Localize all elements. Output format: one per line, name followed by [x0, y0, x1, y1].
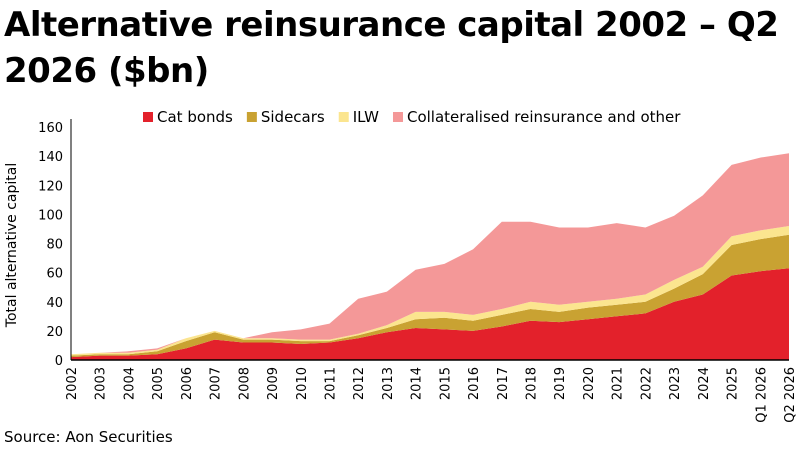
x-tick-label: 2003: [94, 367, 109, 400]
legend: Cat bonds Sidecars ILW Collateralised reins…: [143, 108, 681, 126]
x-tick-label: 2014: [410, 367, 425, 400]
source-note: Source: Aon Securities: [4, 428, 173, 446]
x-tick-label: 2013: [381, 367, 396, 400]
x-tick-label: 2006: [180, 367, 195, 400]
y-tick-label: 60: [46, 267, 63, 282]
y-axis-label: Total alternative capital: [4, 163, 20, 328]
x-tick-label: 2021: [611, 367, 626, 400]
x-tick-label: 2010: [295, 367, 310, 400]
chart-title: Alternative reinsurance capital 2002 – Q…: [4, 5, 779, 91]
x-tick-label: 2023: [668, 367, 683, 400]
y-tick-label: 80: [46, 238, 63, 253]
x-tick-label: 2018: [525, 367, 540, 400]
x-tick-label: 2007: [209, 367, 224, 400]
x-tick-label: Q2 2026: [783, 367, 798, 423]
legend-swatch: [246, 112, 257, 122]
x-tick-label: 2008: [237, 367, 252, 400]
legend-swatch: [143, 112, 153, 122]
y-tick-label: 100: [38, 208, 63, 223]
x-tick-label: 2020: [582, 367, 597, 400]
chart-axes: [70, 119, 789, 361]
legend-label: Collateralised reinsurance and other: [407, 108, 681, 126]
x-tick-label: 2011: [323, 367, 338, 400]
x-tick-label: Q1 2026: [754, 367, 769, 423]
x-tick-label: 2024: [697, 367, 712, 400]
x-tick-label: 2016: [467, 367, 482, 400]
y-tick-label: 120: [38, 179, 63, 194]
legend-swatch: [392, 112, 403, 122]
x-tick-label: 2002: [65, 367, 80, 400]
area-series-3: [71, 153, 789, 355]
x-tick-label: 2005: [151, 367, 166, 400]
legend-swatch: [338, 112, 349, 122]
legend-label: Cat bonds: [157, 108, 233, 126]
x-tick-labels: 2002 2003 2004 2005 2006 2007 2008 2009 2010 2011…: [65, 367, 798, 423]
y-tick-label: 160: [38, 121, 63, 136]
y-tick-label: 0: [55, 354, 63, 369]
x-tick-label: 2004: [122, 367, 137, 400]
legend-label: Sidecars: [261, 108, 325, 126]
x-tick-label: 2012: [352, 367, 367, 400]
y-tick-label: 20: [46, 325, 63, 340]
y-tick-labels: 0 20 40 60 80 100 120 140 160: [38, 121, 63, 369]
x-tick-label: 2022: [639, 367, 654, 400]
x-tick-label: 2025: [726, 367, 741, 400]
y-tick-label: 40: [46, 296, 63, 311]
y-tick-label: 140: [38, 150, 63, 165]
x-tick-label: 2017: [496, 367, 511, 400]
chart-areas: [71, 153, 789, 360]
x-tick-label: 2009: [266, 367, 281, 400]
x-tick-label: 2019: [553, 367, 568, 400]
area-series-0: [71, 268, 789, 360]
legend-label: ILW: [353, 108, 379, 126]
x-tick-label: 2015: [438, 367, 453, 400]
